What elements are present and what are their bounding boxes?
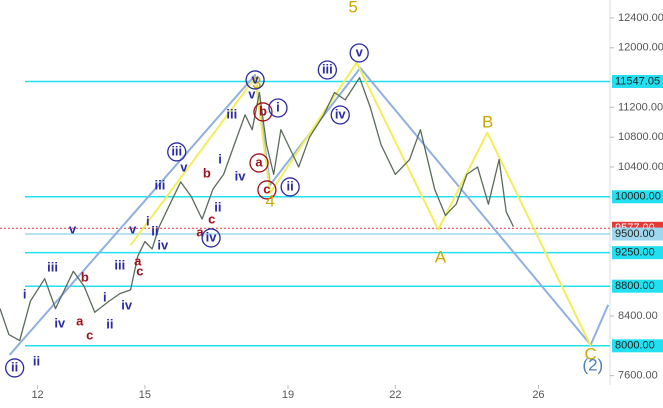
wave-label: v xyxy=(129,221,137,236)
level-label: 11547.05 xyxy=(615,75,660,87)
wave-label: iv xyxy=(206,229,218,244)
wave-label-circle xyxy=(280,177,300,197)
wave-label: C xyxy=(585,344,597,363)
wave-label: 4 xyxy=(265,191,274,210)
wave-label: i xyxy=(23,286,27,301)
wave-label: a xyxy=(134,253,142,268)
wave-label: c xyxy=(208,211,215,226)
y-tick-label: 11200.00 xyxy=(618,101,663,113)
wave-label-circle xyxy=(167,142,187,162)
level-label: 10000.00 xyxy=(615,191,661,203)
level-label: 9500.00 xyxy=(615,228,655,240)
y-tick-label: 12000.00 xyxy=(618,42,663,54)
wave-label: c xyxy=(136,263,143,278)
wave-label-circle xyxy=(5,358,25,378)
wave-label: v xyxy=(248,86,256,101)
level-label-box xyxy=(612,339,663,353)
y-tick-label: 8400.00 xyxy=(618,310,658,322)
wave-label: 5 xyxy=(348,0,357,16)
level-label-box xyxy=(612,279,663,293)
wave-label: v xyxy=(180,159,188,174)
wave-label-circle xyxy=(317,60,338,80)
wave-label: iii xyxy=(155,177,166,192)
wave-label: 3 xyxy=(252,73,261,92)
wave-label: ii xyxy=(151,223,158,238)
wave-label: c xyxy=(86,327,93,342)
wave-line xyxy=(129,61,592,347)
wave-label-circle xyxy=(249,153,269,173)
wave-label: A xyxy=(435,247,447,266)
wave-label: iii xyxy=(226,106,237,121)
wave-label-circle xyxy=(253,102,273,122)
wave-label: iv xyxy=(235,168,247,183)
x-tick-label: 22 xyxy=(389,389,401,401)
x-tick-label: 26 xyxy=(532,389,544,401)
wave-label: b xyxy=(259,103,267,118)
level-label-box xyxy=(612,246,663,260)
wave-label: iii xyxy=(47,259,58,274)
level-label: 8800.00 xyxy=(615,280,655,292)
wave-label: (2) xyxy=(582,355,603,374)
x-tick-label: 15 xyxy=(139,389,151,401)
wave-label: ii xyxy=(33,353,40,368)
level-label: 9250.00 xyxy=(615,247,655,259)
x-tick-label: 19 xyxy=(282,389,294,401)
y-tick-label: 10400.00 xyxy=(618,161,663,173)
wave-label: a xyxy=(76,313,84,328)
wave-label: ii xyxy=(214,199,221,214)
wave-label: b xyxy=(203,165,211,180)
level-label-box xyxy=(612,75,663,89)
wave-label-circle xyxy=(349,43,369,63)
y-tick-label: 10800.00 xyxy=(618,131,663,143)
wave-label: i xyxy=(218,151,222,166)
wave-label: iii xyxy=(171,143,182,158)
level-label-box xyxy=(612,190,663,204)
wave-label: iii xyxy=(114,257,125,272)
wave-label: i xyxy=(103,289,107,304)
price-line xyxy=(0,76,514,342)
wave-label: ii xyxy=(287,178,294,193)
wave-label: a xyxy=(255,154,263,169)
wave-label-circle xyxy=(268,98,288,118)
wave-label: ii xyxy=(106,316,113,331)
y-tick-label: 12400.00 xyxy=(618,12,663,24)
wave-label: v xyxy=(356,44,364,59)
wave-label: iv xyxy=(335,106,347,121)
wave-label: ii xyxy=(11,359,18,374)
wave-label-circle xyxy=(201,228,221,248)
wave-label-circle xyxy=(257,180,277,200)
wave-label: v xyxy=(251,71,259,86)
x-tick-label: 12 xyxy=(31,389,43,401)
wave-label: a xyxy=(196,224,204,239)
level-label-box xyxy=(612,227,663,241)
wave-label: i xyxy=(146,213,150,228)
y-tick-label: 7600.00 xyxy=(618,370,658,382)
level-label: 8000.00 xyxy=(615,340,655,352)
wave-label: iv xyxy=(157,237,169,252)
wave-label: b xyxy=(81,269,89,284)
wave-label: iv xyxy=(121,297,133,312)
wave-label-circle xyxy=(330,105,350,125)
wave-label: i xyxy=(276,99,280,114)
wave-label: iv xyxy=(54,315,66,330)
wave-label: B xyxy=(482,112,493,131)
wave-label-circle xyxy=(245,70,265,90)
wave-label: iii xyxy=(322,61,333,76)
wave-label: c xyxy=(263,181,270,196)
wave-label: v xyxy=(69,221,77,236)
